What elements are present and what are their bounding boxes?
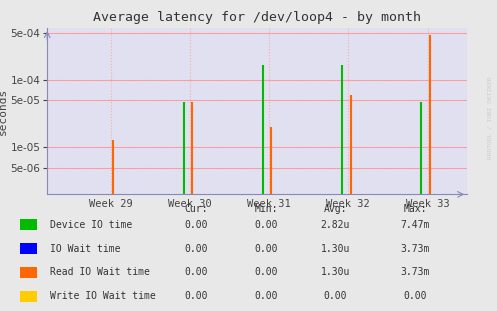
Text: 0.00: 0.00 [254, 267, 278, 277]
Text: RRDTOOL / TOBI OETIKER: RRDTOOL / TOBI OETIKER [487, 77, 492, 160]
Bar [20, 267, 37, 278]
Text: Device IO time: Device IO time [50, 220, 132, 230]
Bar [20, 290, 37, 302]
Bar [20, 243, 37, 254]
Text: Max:: Max: [403, 204, 427, 214]
Text: 0.00: 0.00 [184, 267, 208, 277]
Text: 0.00: 0.00 [254, 244, 278, 253]
Bar [20, 219, 37, 230]
Text: 0.00: 0.00 [184, 291, 208, 301]
Title: Average latency for /dev/loop4 - by month: Average latency for /dev/loop4 - by mont… [93, 11, 421, 24]
Text: 7.47m: 7.47m [400, 220, 430, 230]
Text: 0.00: 0.00 [324, 291, 347, 301]
Text: Min:: Min: [254, 204, 278, 214]
Text: 0.00: 0.00 [184, 244, 208, 253]
Text: Read IO Wait time: Read IO Wait time [50, 267, 150, 277]
Text: 0.00: 0.00 [403, 291, 427, 301]
Y-axis label: seconds: seconds [0, 88, 7, 135]
Text: 3.73m: 3.73m [400, 244, 430, 253]
Text: 0.00: 0.00 [254, 220, 278, 230]
Text: 0.00: 0.00 [254, 291, 278, 301]
Text: 0.00: 0.00 [184, 220, 208, 230]
Text: 1.30u: 1.30u [321, 244, 350, 253]
Text: 3.73m: 3.73m [400, 267, 430, 277]
Text: Avg:: Avg: [324, 204, 347, 214]
Text: IO Wait time: IO Wait time [50, 244, 120, 253]
Text: 1.30u: 1.30u [321, 267, 350, 277]
Text: Write IO Wait time: Write IO Wait time [50, 291, 156, 301]
Text: 2.82u: 2.82u [321, 220, 350, 230]
Text: Cur:: Cur: [184, 204, 208, 214]
